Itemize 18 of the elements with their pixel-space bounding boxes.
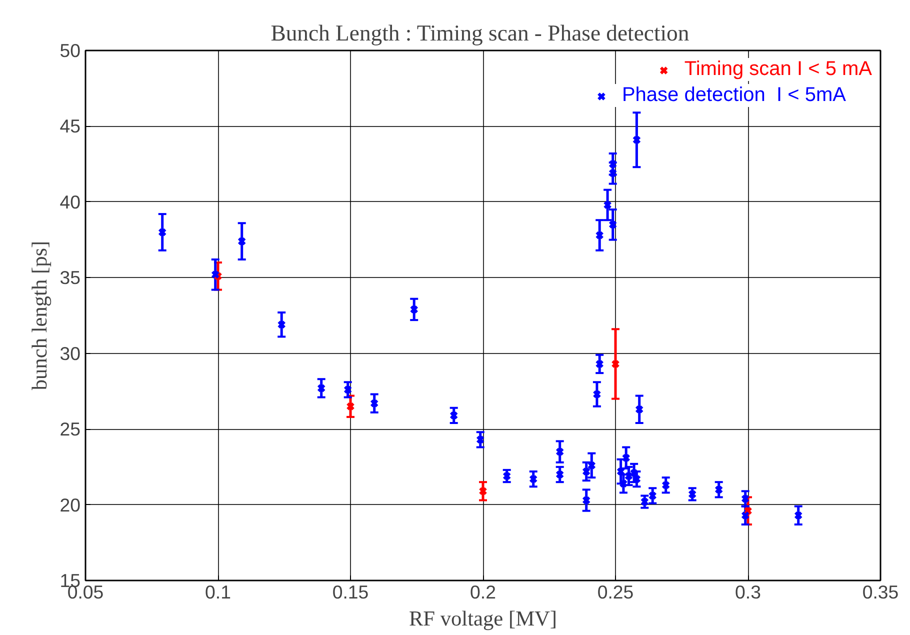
x-tick-label: 0.35 xyxy=(862,582,899,602)
x-tick-label: 0.25 xyxy=(597,582,634,602)
x-tick-label: 0.1 xyxy=(205,582,231,602)
x-axis-title: RF voltage [MV] xyxy=(408,606,558,630)
y-tick-label: 45 xyxy=(60,116,81,137)
x-tick-label: 0.3 xyxy=(735,582,761,602)
x-tick-label: 0.2 xyxy=(470,582,496,602)
y-tick-label: 20 xyxy=(60,494,81,516)
y-axis-title: bunch length [ps] xyxy=(28,240,52,390)
legend-label: Phase detection I < 5mA xyxy=(622,84,846,107)
y-tick-label: 25 xyxy=(60,418,81,440)
y-tick-label: 50 xyxy=(60,40,81,61)
x-tick-label: 0.15 xyxy=(332,582,369,602)
y-tick-label: 40 xyxy=(60,191,81,212)
chart-title: Bunch Length : Timing scan - Phase detection xyxy=(270,20,690,46)
y-tick-label: 30 xyxy=(60,342,81,364)
y-tick-label: 35 xyxy=(60,267,81,288)
legend-label: Timing scan I < 5 mA xyxy=(684,58,872,81)
